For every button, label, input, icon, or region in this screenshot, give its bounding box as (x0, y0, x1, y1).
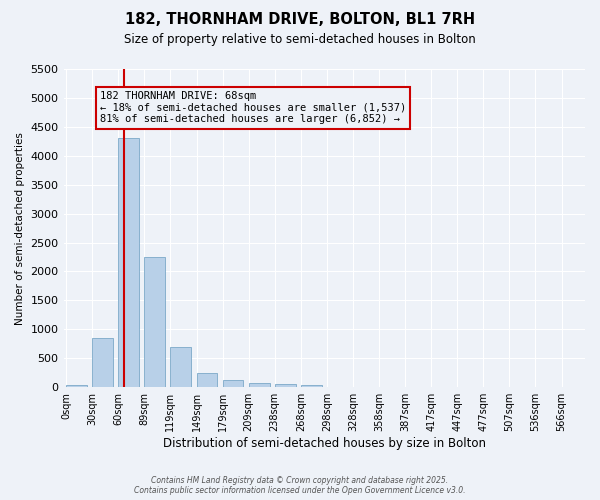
Bar (66, 386, 87, 387)
Bar (248, 383, 269, 387)
Bar (223, 380, 244, 387)
Bar (170, 346, 191, 387)
Text: 182 THORNHAM DRIVE: 68sqm
← 18% of semi-detached houses are smaller (1,537)
81% : 182 THORNHAM DRIVE: 68sqm ← 18% of semi-… (100, 92, 406, 124)
Bar (197, 372, 217, 387)
Y-axis label: Number of semi-detached properties: Number of semi-detached properties (15, 132, 25, 324)
Bar (92, 338, 113, 387)
Text: Contains HM Land Registry data © Crown copyright and database right 2025.
Contai: Contains HM Land Registry data © Crown c… (134, 476, 466, 495)
Text: Size of property relative to semi-detached houses in Bolton: Size of property relative to semi-detach… (124, 32, 476, 46)
Text: 182, THORNHAM DRIVE, BOLTON, BL1 7RH: 182, THORNHAM DRIVE, BOLTON, BL1 7RH (125, 12, 475, 28)
X-axis label: Distribution of semi-detached houses by size in Bolton: Distribution of semi-detached houses by … (163, 437, 486, 450)
Bar (118, 138, 139, 387)
Bar (301, 385, 322, 387)
Bar (275, 384, 296, 387)
Bar (145, 257, 165, 387)
